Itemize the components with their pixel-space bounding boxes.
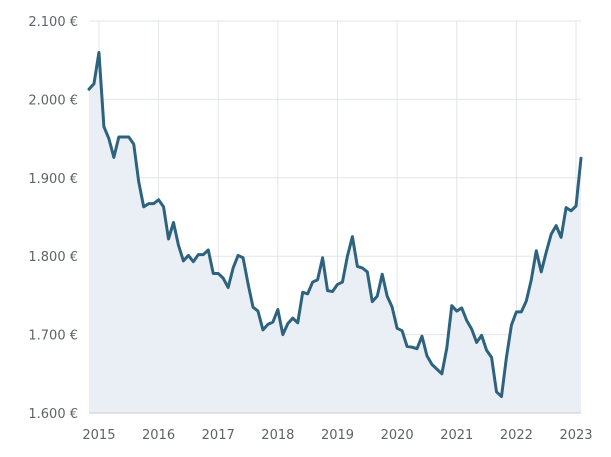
x-tick-label: 2021 (440, 428, 473, 443)
x-tick-label: 2023 (559, 428, 592, 443)
x-tick-label: 2020 (381, 428, 414, 443)
x-tick-label: 2018 (261, 428, 294, 443)
x-tick-label: 2017 (202, 428, 235, 443)
y-tick-label: 2.000 € (28, 93, 78, 108)
y-tick-label: 1.900 € (28, 172, 78, 187)
series-line (87, 50, 583, 399)
y-tick-label: 1.800 € (28, 250, 78, 265)
x-axis-tick-labels: 2015 2016 2017 2018 2019 2020 2021 2022 2023 (82, 428, 592, 443)
y-tick-label: 1.600 € (28, 407, 78, 422)
y-axis-tick-labels: 1.600 € 1.700 € 1.800 € 1.900 € 2.000 € 2.100… (28, 15, 78, 422)
area-fill (89, 52, 581, 414)
x-tick-label: 2015 (82, 428, 115, 443)
y-tick-label: 2.100 € (28, 15, 78, 30)
x-tick-label: 2016 (142, 428, 175, 443)
y-tick-label: 1.700 € (28, 329, 78, 344)
x-tick-label: 2019 (321, 428, 354, 443)
x-tick-label: 2022 (500, 428, 533, 443)
